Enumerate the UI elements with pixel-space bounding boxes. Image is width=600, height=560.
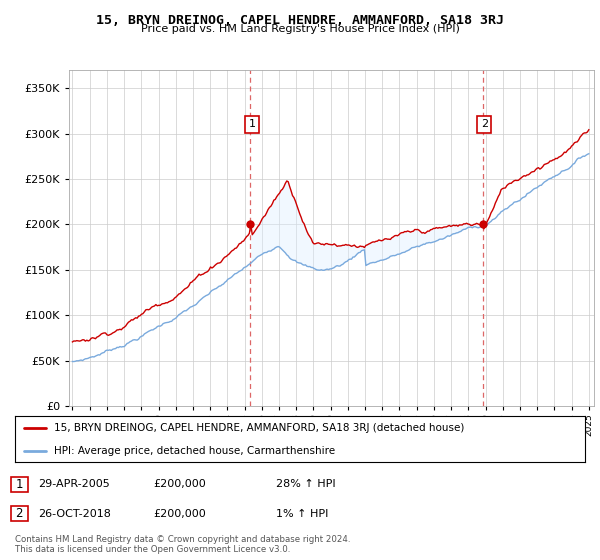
Text: £200,000: £200,000 bbox=[153, 479, 206, 489]
Text: 15, BRYN DREINOG, CAPEL HENDRE, AMMANFORD, SA18 3RJ: 15, BRYN DREINOG, CAPEL HENDRE, AMMANFOR… bbox=[96, 14, 504, 27]
Text: 28% ↑ HPI: 28% ↑ HPI bbox=[276, 479, 335, 489]
Text: Price paid vs. HM Land Registry's House Price Index (HPI): Price paid vs. HM Land Registry's House … bbox=[140, 24, 460, 34]
Text: 15, BRYN DREINOG, CAPEL HENDRE, AMMANFORD, SA18 3RJ (detached house): 15, BRYN DREINOG, CAPEL HENDRE, AMMANFOR… bbox=[54, 423, 464, 432]
Text: £200,000: £200,000 bbox=[153, 508, 206, 519]
Text: 1: 1 bbox=[16, 478, 23, 491]
Text: 2: 2 bbox=[16, 507, 23, 520]
Text: 1% ↑ HPI: 1% ↑ HPI bbox=[276, 508, 328, 519]
Text: 26-OCT-2018: 26-OCT-2018 bbox=[38, 508, 110, 519]
Text: Contains HM Land Registry data © Crown copyright and database right 2024.
This d: Contains HM Land Registry data © Crown c… bbox=[15, 535, 350, 554]
Text: HPI: Average price, detached house, Carmarthenshire: HPI: Average price, detached house, Carm… bbox=[54, 446, 335, 455]
Text: 1: 1 bbox=[248, 119, 256, 129]
Text: 29-APR-2005: 29-APR-2005 bbox=[38, 479, 110, 489]
Text: 2: 2 bbox=[481, 119, 488, 129]
